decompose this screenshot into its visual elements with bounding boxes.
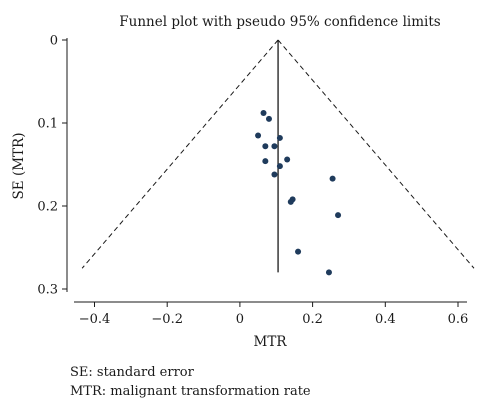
y-axis-ticks: 0 0.1 0.2 0.3 xyxy=(37,34,67,298)
study-points xyxy=(255,110,342,276)
study-point xyxy=(262,143,269,150)
study-point xyxy=(262,158,269,165)
x-axis-label: MTR xyxy=(254,334,288,350)
study-point xyxy=(265,115,272,122)
y-tick-label: 0.3 xyxy=(37,283,58,298)
chart-title: Funnel plot with pseudo 95% confidence l… xyxy=(119,14,440,30)
funnel-right-limit xyxy=(277,39,475,269)
footnote-se: SE: standard error xyxy=(70,365,194,380)
x-tick-label: 0.6 xyxy=(448,312,469,327)
y-tick-label: 0.2 xyxy=(37,200,58,215)
x-tick-label: 0.4 xyxy=(375,312,396,327)
study-point xyxy=(295,248,302,255)
x-tick-label: 0 xyxy=(236,312,244,327)
study-point xyxy=(255,132,262,139)
study-point xyxy=(271,171,278,178)
x-tick-label: 0.2 xyxy=(302,312,323,327)
x-tick-label: −0.4 xyxy=(79,312,111,327)
study-point xyxy=(271,143,278,150)
study-point xyxy=(276,163,283,170)
x-tick-label: −0.2 xyxy=(151,312,183,327)
footnote-mtr: MTR: malignant transformation rate xyxy=(70,384,311,399)
study-point xyxy=(329,175,336,182)
study-point xyxy=(284,156,291,163)
x-axis-ticks: −0.4 −0.2 0 0.2 0.4 0.6 xyxy=(79,302,469,327)
y-axis-label: SE (MTR) xyxy=(11,133,27,200)
y-tick-label: 0 xyxy=(50,34,58,49)
study-point xyxy=(287,198,294,205)
y-tick-label: 0.1 xyxy=(37,117,58,132)
study-point xyxy=(276,134,283,141)
study-point xyxy=(335,212,342,219)
study-point xyxy=(325,269,332,276)
funnel-left-limit xyxy=(81,39,279,269)
study-point xyxy=(260,110,267,117)
